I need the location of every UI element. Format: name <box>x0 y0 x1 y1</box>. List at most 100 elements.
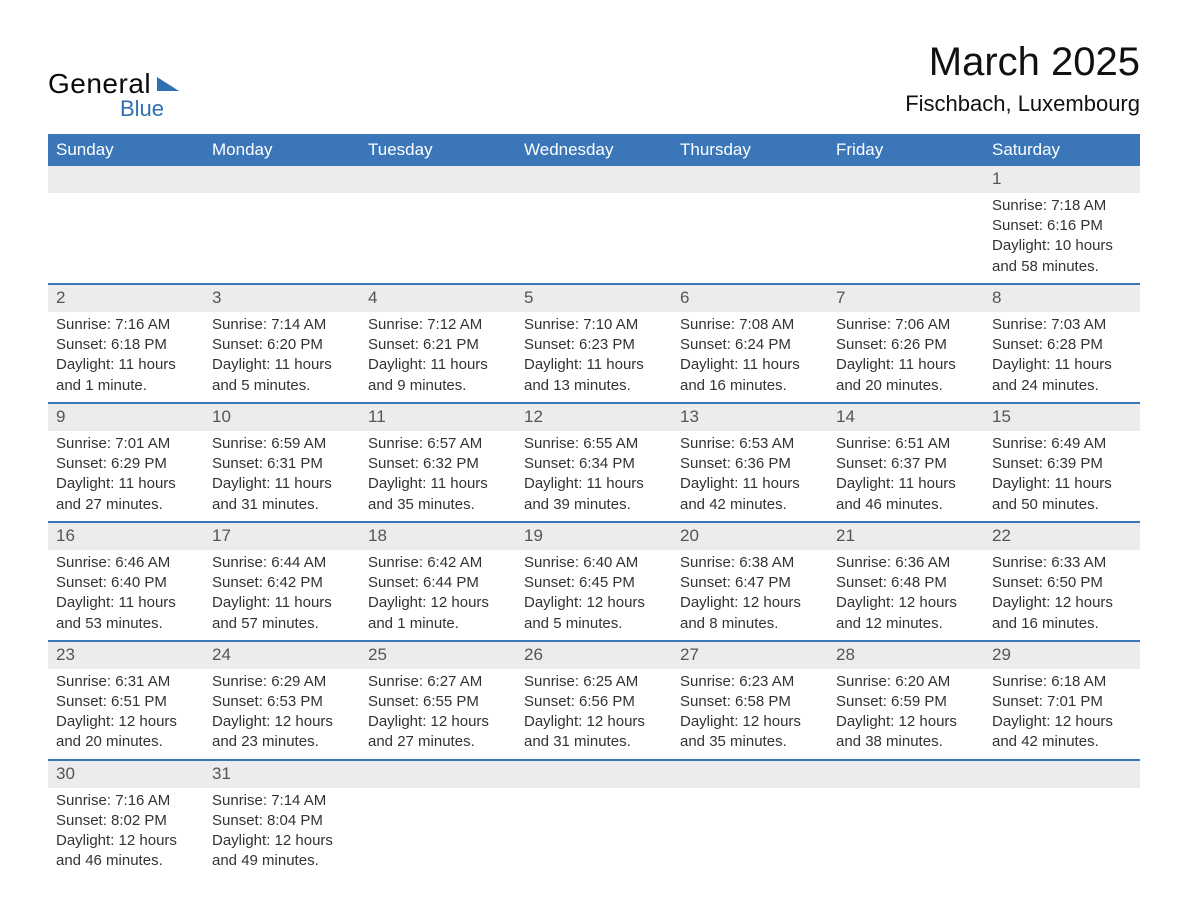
day-number: 4 <box>360 285 516 312</box>
day-number <box>48 166 204 193</box>
sunset-line: Sunset: 6:24 PM <box>680 335 820 355</box>
calendar-week: 1Sunrise: 7:18 AMSunset: 6:16 PMDaylight… <box>48 166 1140 284</box>
day-body: Sunrise: 6:55 AMSunset: 6:34 PMDaylight:… <box>516 431 672 521</box>
day-body: Sunrise: 6:38 AMSunset: 6:47 PMDaylight:… <box>672 550 828 640</box>
day-body <box>828 788 984 858</box>
calendar-day-blank <box>828 166 984 284</box>
day-number: 25 <box>360 642 516 669</box>
day-body <box>828 193 984 263</box>
day-body: Sunrise: 7:01 AMSunset: 6:29 PMDaylight:… <box>48 431 204 521</box>
day-body: Sunrise: 7:14 AMSunset: 6:20 PMDaylight:… <box>204 312 360 402</box>
sunset-line: Sunset: 6:21 PM <box>368 335 508 355</box>
day-number: 1 <box>984 166 1140 193</box>
calendar-day: 16Sunrise: 6:46 AMSunset: 6:40 PMDayligh… <box>48 522 204 641</box>
day-number <box>828 166 984 193</box>
sunset-line: Sunset: 6:28 PM <box>992 335 1132 355</box>
day-body: Sunrise: 6:49 AMSunset: 6:39 PMDaylight:… <box>984 431 1140 521</box>
daylight-line-2: and 13 minutes. <box>524 376 664 396</box>
daylight-line-1: Daylight: 11 hours <box>212 474 352 494</box>
sunrise-line: Sunrise: 6:44 AM <box>212 553 352 573</box>
sunrise-line: Sunrise: 6:53 AM <box>680 434 820 454</box>
daylight-line-1: Daylight: 11 hours <box>836 355 976 375</box>
day-body: Sunrise: 6:33 AMSunset: 6:50 PMDaylight:… <box>984 550 1140 640</box>
day-body: Sunrise: 6:53 AMSunset: 6:36 PMDaylight:… <box>672 431 828 521</box>
calendar-day: 20Sunrise: 6:38 AMSunset: 6:47 PMDayligh… <box>672 522 828 641</box>
day-body: Sunrise: 6:40 AMSunset: 6:45 PMDaylight:… <box>516 550 672 640</box>
day-number: 26 <box>516 642 672 669</box>
logo-text-blue: Blue <box>48 96 164 122</box>
day-body <box>360 193 516 263</box>
header-row: General Blue March 2025 Fischbach, Luxem… <box>48 40 1140 122</box>
day-number: 9 <box>48 404 204 431</box>
day-number: 16 <box>48 523 204 550</box>
sunset-line: Sunset: 6:23 PM <box>524 335 664 355</box>
daylight-line-1: Daylight: 12 hours <box>680 593 820 613</box>
calendar-week: 23Sunrise: 6:31 AMSunset: 6:51 PMDayligh… <box>48 641 1140 760</box>
weekday-header: Tuesday <box>360 134 516 166</box>
day-number <box>672 166 828 193</box>
day-body: Sunrise: 6:44 AMSunset: 6:42 PMDaylight:… <box>204 550 360 640</box>
day-number: 30 <box>48 761 204 788</box>
calendar-day-blank <box>828 760 984 878</box>
calendar-day: 12Sunrise: 6:55 AMSunset: 6:34 PMDayligh… <box>516 403 672 522</box>
day-body: Sunrise: 6:46 AMSunset: 6:40 PMDaylight:… <box>48 550 204 640</box>
day-number: 13 <box>672 404 828 431</box>
daylight-line-2: and 46 minutes. <box>836 495 976 515</box>
sunset-line: Sunset: 6:47 PM <box>680 573 820 593</box>
calendar-day: 28Sunrise: 6:20 AMSunset: 6:59 PMDayligh… <box>828 641 984 760</box>
sunset-line: Sunset: 7:01 PM <box>992 692 1132 712</box>
sunset-line: Sunset: 6:31 PM <box>212 454 352 474</box>
daylight-line-1: Daylight: 12 hours <box>212 831 352 851</box>
sunrise-line: Sunrise: 6:46 AM <box>56 553 196 573</box>
calendar-day-blank <box>360 760 516 878</box>
calendar-day-blank <box>516 760 672 878</box>
day-number: 7 <box>828 285 984 312</box>
day-number <box>516 166 672 193</box>
daylight-line-2: and 5 minutes. <box>524 614 664 634</box>
daylight-line-2: and 38 minutes. <box>836 732 976 752</box>
day-number: 17 <box>204 523 360 550</box>
logo: General Blue <box>48 40 179 122</box>
calendar-day-blank <box>516 166 672 284</box>
calendar-table: SundayMondayTuesdayWednesdayThursdayFrid… <box>48 134 1140 878</box>
calendar-day: 31Sunrise: 7:14 AMSunset: 8:04 PMDayligh… <box>204 760 360 878</box>
sunset-line: Sunset: 6:48 PM <box>836 573 976 593</box>
calendar-day: 25Sunrise: 6:27 AMSunset: 6:55 PMDayligh… <box>360 641 516 760</box>
daylight-line-1: Daylight: 11 hours <box>56 355 196 375</box>
sunrise-line: Sunrise: 6:29 AM <box>212 672 352 692</box>
calendar-day: 5Sunrise: 7:10 AMSunset: 6:23 PMDaylight… <box>516 284 672 403</box>
day-body <box>984 788 1140 858</box>
day-body: Sunrise: 7:08 AMSunset: 6:24 PMDaylight:… <box>672 312 828 402</box>
day-body: Sunrise: 7:12 AMSunset: 6:21 PMDaylight:… <box>360 312 516 402</box>
calendar-header: SundayMondayTuesdayWednesdayThursdayFrid… <box>48 134 1140 166</box>
daylight-line-1: Daylight: 11 hours <box>680 355 820 375</box>
day-number: 21 <box>828 523 984 550</box>
daylight-line-2: and 16 minutes. <box>992 614 1132 634</box>
daylight-line-1: Daylight: 12 hours <box>680 712 820 732</box>
day-body <box>360 788 516 858</box>
day-body <box>672 193 828 263</box>
daylight-line-2: and 16 minutes. <box>680 376 820 396</box>
location-subtitle: Fischbach, Luxembourg <box>905 91 1140 117</box>
calendar-day: 10Sunrise: 6:59 AMSunset: 6:31 PMDayligh… <box>204 403 360 522</box>
day-number <box>984 761 1140 788</box>
triangle-icon <box>157 77 179 91</box>
daylight-line-1: Daylight: 11 hours <box>212 355 352 375</box>
day-number: 27 <box>672 642 828 669</box>
daylight-line-1: Daylight: 12 hours <box>524 593 664 613</box>
day-number <box>204 166 360 193</box>
calendar-day: 19Sunrise: 6:40 AMSunset: 6:45 PMDayligh… <box>516 522 672 641</box>
calendar-day: 24Sunrise: 6:29 AMSunset: 6:53 PMDayligh… <box>204 641 360 760</box>
day-number: 20 <box>672 523 828 550</box>
daylight-line-2: and 27 minutes. <box>368 732 508 752</box>
day-body: Sunrise: 6:42 AMSunset: 6:44 PMDaylight:… <box>360 550 516 640</box>
daylight-line-1: Daylight: 12 hours <box>524 712 664 732</box>
sunset-line: Sunset: 6:51 PM <box>56 692 196 712</box>
calendar-day: 6Sunrise: 7:08 AMSunset: 6:24 PMDaylight… <box>672 284 828 403</box>
sunrise-line: Sunrise: 6:31 AM <box>56 672 196 692</box>
sunset-line: Sunset: 6:44 PM <box>368 573 508 593</box>
sunset-line: Sunset: 6:45 PM <box>524 573 664 593</box>
sunrise-line: Sunrise: 7:16 AM <box>56 791 196 811</box>
day-number <box>360 166 516 193</box>
calendar-day: 1Sunrise: 7:18 AMSunset: 6:16 PMDaylight… <box>984 166 1140 284</box>
